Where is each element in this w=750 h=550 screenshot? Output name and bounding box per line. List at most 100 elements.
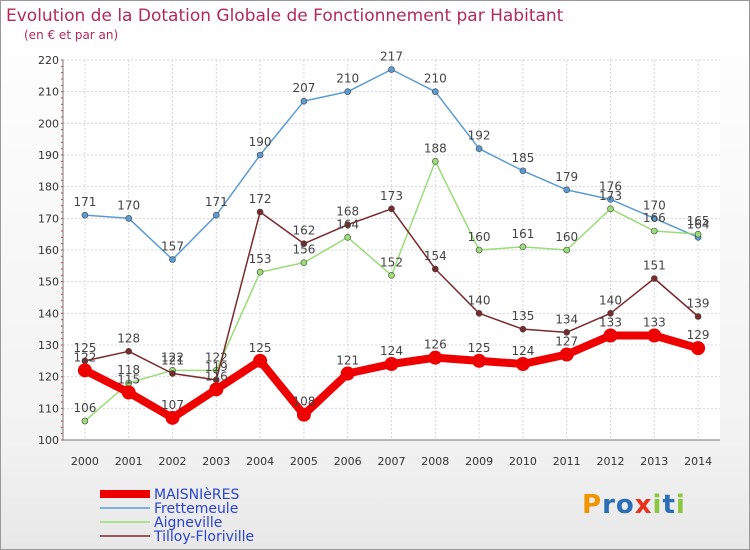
data-point <box>563 186 571 194</box>
y-tick-label: 100 <box>38 434 59 447</box>
data-point <box>169 370 176 377</box>
data-label: 133 <box>599 316 622 330</box>
data-point <box>296 407 311 422</box>
data-point <box>344 88 352 95</box>
y-tick-label: 150 <box>38 276 59 289</box>
data-label: 140 <box>468 293 491 307</box>
data-label: 122 <box>205 350 228 364</box>
logo-letter: i <box>675 490 686 520</box>
data-label: 122 <box>161 350 184 364</box>
logo-letter: r <box>602 490 616 520</box>
logo-letter: i <box>652 490 663 520</box>
data-point <box>472 353 487 368</box>
data-label: 134 <box>555 312 578 326</box>
data-point <box>169 256 176 263</box>
data-label: 128 <box>117 331 140 345</box>
data-label: 106 <box>73 401 96 415</box>
x-tick-label: 2005 <box>290 455 318 468</box>
x-tick-label: 2013 <box>640 455 668 468</box>
x-tick-label: 2001 <box>115 455 143 468</box>
data-label: 125 <box>73 341 96 355</box>
data-point <box>607 205 614 213</box>
data-point <box>475 246 483 254</box>
data-point <box>344 234 352 241</box>
data-point <box>694 230 702 238</box>
data-label: 153 <box>249 252 272 266</box>
data-label: 171 <box>205 195 228 209</box>
data-label: 207 <box>292 81 315 95</box>
data-point <box>125 215 132 222</box>
data-point <box>603 328 618 343</box>
data-point <box>428 350 443 365</box>
data-label: 156 <box>292 243 315 257</box>
data-point <box>256 208 264 216</box>
y-tick-label: 190 <box>38 149 59 162</box>
data-point <box>431 158 439 165</box>
data-point <box>77 363 92 378</box>
data-label: 116 <box>205 369 228 383</box>
logo-letter: P <box>582 490 603 520</box>
data-label: 108 <box>292 395 315 409</box>
data-label: 162 <box>292 224 315 238</box>
data-label: 210 <box>336 72 359 86</box>
data-label: 170 <box>643 198 666 212</box>
data-label: 217 <box>380 50 403 64</box>
data-label: 126 <box>424 338 447 352</box>
x-tick-label: 2002 <box>159 455 187 468</box>
chart-subtitle: (en € et par an) <box>24 28 118 42</box>
data-label: 176 <box>599 179 622 193</box>
data-label: 129 <box>687 328 710 342</box>
data-point <box>388 205 395 213</box>
y-tick-label: 170 <box>38 212 59 225</box>
data-point <box>515 357 530 371</box>
data-label: 107 <box>161 398 184 412</box>
x-tick-label: 2012 <box>597 455 625 468</box>
data-point <box>650 215 658 222</box>
data-point <box>694 313 702 320</box>
data-label: 121 <box>336 354 359 368</box>
data-label: 171 <box>73 195 96 209</box>
data-label: 210 <box>424 72 447 86</box>
data-label: 160 <box>468 230 491 244</box>
x-tick-label: 2004 <box>246 455 274 468</box>
data-point <box>431 88 439 95</box>
data-point <box>563 329 571 336</box>
data-point <box>300 97 308 105</box>
x-tick-label: 2006 <box>334 455 362 468</box>
data-label: 119 <box>205 360 228 374</box>
data-label: 118 <box>117 363 140 377</box>
data-label: 173 <box>380 189 403 203</box>
y-tick-label: 210 <box>38 86 59 99</box>
x-tick-label: 2007 <box>378 455 406 468</box>
data-point <box>388 66 395 73</box>
data-point <box>650 227 658 235</box>
data-point <box>691 341 706 356</box>
logo-letter: t <box>662 490 676 520</box>
x-tick-label: 2014 <box>684 455 712 468</box>
data-point <box>519 243 527 251</box>
data-point <box>519 167 527 175</box>
data-point <box>559 347 574 362</box>
data-point <box>213 211 220 219</box>
data-label: 139 <box>687 297 710 311</box>
y-tick-label: 120 <box>38 371 59 384</box>
data-point <box>125 348 132 355</box>
data-label: 140 <box>599 293 622 307</box>
data-point <box>475 310 483 317</box>
data-point <box>344 221 352 228</box>
legend-label: MAISNIèRES <box>154 487 239 503</box>
data-point <box>519 325 527 333</box>
data-point <box>81 417 89 425</box>
x-tick-label: 2003 <box>202 455 230 468</box>
y-tick-label: 160 <box>38 244 59 257</box>
data-point <box>253 353 268 368</box>
data-point <box>209 382 224 397</box>
y-tick-label: 130 <box>38 339 59 352</box>
data-label: 164 <box>687 217 710 231</box>
data-point <box>650 275 658 282</box>
data-point <box>300 259 308 266</box>
chart-title: Evolution de la Dotation Globale de Fonc… <box>6 6 564 26</box>
data-labels: 122 115 107 116 125 108 121 124 126 125 124 127 133 1… <box>73 50 709 416</box>
data-point <box>384 357 399 371</box>
